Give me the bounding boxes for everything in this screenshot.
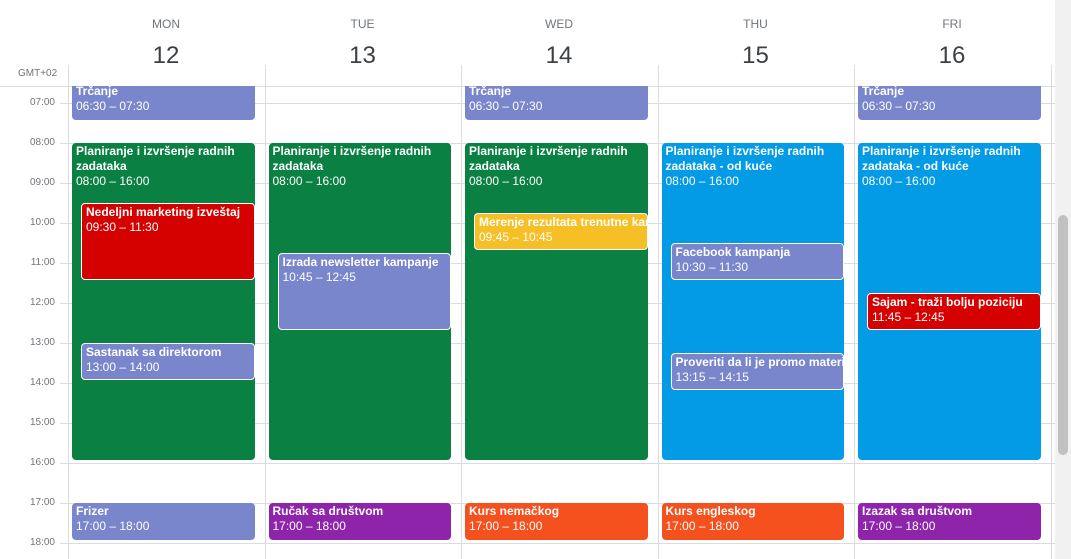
- event-title: Sastanak sa direktorom: [86, 345, 222, 359]
- day-date[interactable]: 12: [152, 42, 180, 69]
- event-title: Planiranje i izvršenje radnih zadataka: [469, 144, 628, 173]
- event[interactable]: Kurs engleskog 17:00 – 18:00: [661, 503, 844, 540]
- event-title: Planiranje i izvršenje radnih zadataka: [76, 144, 235, 173]
- event[interactable]: Izazak sa društvom 17:00 – 18:00: [858, 503, 1041, 540]
- event-title: Planiranje i izvršenje radnih zadataka -…: [665, 144, 825, 173]
- timezone-label: GMT+02: [18, 68, 58, 79]
- event-title: Facebook kampanja: [675, 245, 791, 259]
- event[interactable]: Sajam - traži bolju poziciju 11:45 – 12:4…: [867, 293, 1041, 330]
- event-time: 17:00 – 18:00: [665, 519, 739, 533]
- event-time: 08:00 – 16:00: [665, 174, 739, 188]
- event-title: Izazak sa društvom: [862, 504, 973, 518]
- event-time: 17:00 – 18:00: [76, 519, 150, 533]
- event-time: 17:00 – 18:00: [272, 519, 346, 533]
- day-name: FRI: [942, 17, 962, 31]
- hour-label: 12:00: [29, 297, 55, 308]
- event[interactable]: Trčanje 06:30 – 07:30: [465, 86, 648, 120]
- day-name: WED: [545, 17, 573, 31]
- event[interactable]: Planiranje i izvršenje radnih zadataka 08…: [72, 143, 255, 460]
- column-divider: [854, 65, 855, 86]
- event[interactable]: Planiranje i izvršenje radnih zadataka 08…: [465, 143, 648, 460]
- day-date[interactable]: 15: [742, 42, 769, 69]
- day-date[interactable]: 16: [938, 42, 966, 69]
- column-divider: [68, 65, 69, 86]
- hour-label: 07:00: [29, 97, 55, 108]
- event-title: Ručak sa društvom: [272, 504, 384, 518]
- hour-label: 08:00: [29, 137, 55, 148]
- event[interactable]: Proveriti da li je promo materija 13:15 –…: [670, 353, 844, 390]
- hour-label: 11:00: [30, 257, 55, 268]
- event[interactable]: Kurs nemačkog 17:00 – 18:00: [465, 503, 648, 540]
- hour-label: 09:00: [29, 177, 55, 188]
- event-title: Merenje rezultata trenutne kam: [479, 215, 648, 229]
- event-time: 09:30 – 11:30: [86, 220, 159, 234]
- event-time: 06:30 – 07:30: [76, 99, 150, 113]
- hour-label: 14:00: [29, 377, 55, 388]
- column-divider: [1050, 86, 1052, 559]
- day-name: MON: [152, 17, 180, 31]
- time-grid: Trčanje 06:30 – 07:30 Planiranje i izvršen…: [0, 86, 1055, 559]
- event[interactable]: Ručak sa društvom 17:00 – 18:00: [268, 503, 451, 540]
- event-time: 10:30 – 11:30: [675, 260, 749, 274]
- event-title: Kurs engleskog: [665, 504, 756, 518]
- event-title: Planiranje i izvršenje radnih zadataka -…: [862, 144, 1021, 173]
- event-title: Sajam - traži bolju poziciju: [872, 295, 1023, 309]
- event[interactable]: Nedeljni marketing izveštaj 09:30 – 11:30: [81, 203, 255, 280]
- column-divider: [461, 86, 462, 559]
- event-time: 08:00 – 16:00: [272, 174, 346, 188]
- column-divider: [657, 86, 659, 559]
- hour-label: 15:00: [29, 417, 55, 428]
- column-divider: [68, 86, 69, 559]
- event-time: 09:45 – 10:45: [479, 230, 553, 244]
- day-date[interactable]: 14: [545, 42, 573, 69]
- hour-label: 10:00: [29, 217, 55, 228]
- hour-label: 18:00: [29, 537, 55, 548]
- column-divider: [657, 65, 659, 86]
- event[interactable]: Frizer 17:00 – 18:00: [72, 503, 255, 540]
- column-divider: [264, 65, 266, 86]
- column-divider: [1050, 65, 1052, 86]
- hour-line: [60, 543, 1055, 544]
- event-title: Kurs nemačkog: [469, 504, 560, 518]
- hour-label: 13:00: [29, 337, 55, 348]
- event-time: 06:30 – 07:30: [862, 99, 936, 113]
- event-time: 17:00 – 18:00: [862, 519, 936, 533]
- event-time: 13:15 – 14:15: [675, 370, 749, 384]
- hour-label: 17:00: [29, 497, 55, 508]
- event[interactable]: Sastanak sa direktorom 13:00 – 14:00: [81, 343, 255, 380]
- event-title: Frizer: [76, 504, 109, 518]
- event-title: Trčanje: [469, 86, 512, 98]
- event-time: 08:00 – 16:00: [862, 174, 936, 188]
- event-time: 13:00 – 14:00: [86, 360, 160, 374]
- event-title: Planiranje i izvršenje radnih zadataka: [272, 144, 432, 173]
- event[interactable]: Trčanje 06:30 – 07:30: [72, 86, 255, 120]
- event-time: 08:00 – 16:00: [76, 174, 150, 188]
- column-divider: [461, 65, 462, 86]
- day-date[interactable]: 13: [349, 42, 376, 69]
- event-title: Trčanje: [76, 86, 119, 98]
- hour-line: [60, 463, 1055, 464]
- event[interactable]: Izrada newsletter kampanje 10:45 – 12:45: [277, 253, 451, 330]
- event-time: 08:00 – 16:00: [469, 174, 543, 188]
- day-name: TUE: [350, 17, 375, 31]
- scrollbar-thumb[interactable]: [1058, 215, 1068, 455]
- event[interactable]: Merenje rezultata trenutne kam 09:45 – 10…: [474, 213, 648, 250]
- hour-label: 16:00: [29, 457, 55, 468]
- column-divider: [264, 86, 266, 559]
- event-title: Proveriti da li je promo materija: [675, 355, 844, 369]
- event-title: Izrada newsletter kampanje: [282, 255, 439, 269]
- event-time: 11:45 – 12:45: [872, 310, 945, 324]
- event-time: 10:45 – 12:45: [282, 270, 356, 284]
- event-time: 17:00 – 18:00: [469, 519, 543, 533]
- column-divider: [854, 86, 855, 559]
- event[interactable]: Trčanje 06:30 – 07:30: [858, 86, 1041, 120]
- event[interactable]: Planiranje i izvršenje radnih zadataka -…: [661, 143, 844, 460]
- event[interactable]: Facebook kampanja 10:30 – 11:30: [670, 243, 844, 280]
- event-title: Trčanje: [862, 86, 905, 98]
- day-name: THU: [743, 17, 768, 31]
- event-time: 06:30 – 07:30: [469, 99, 543, 113]
- event-title: Nedeljni marketing izveštaj: [86, 205, 241, 219]
